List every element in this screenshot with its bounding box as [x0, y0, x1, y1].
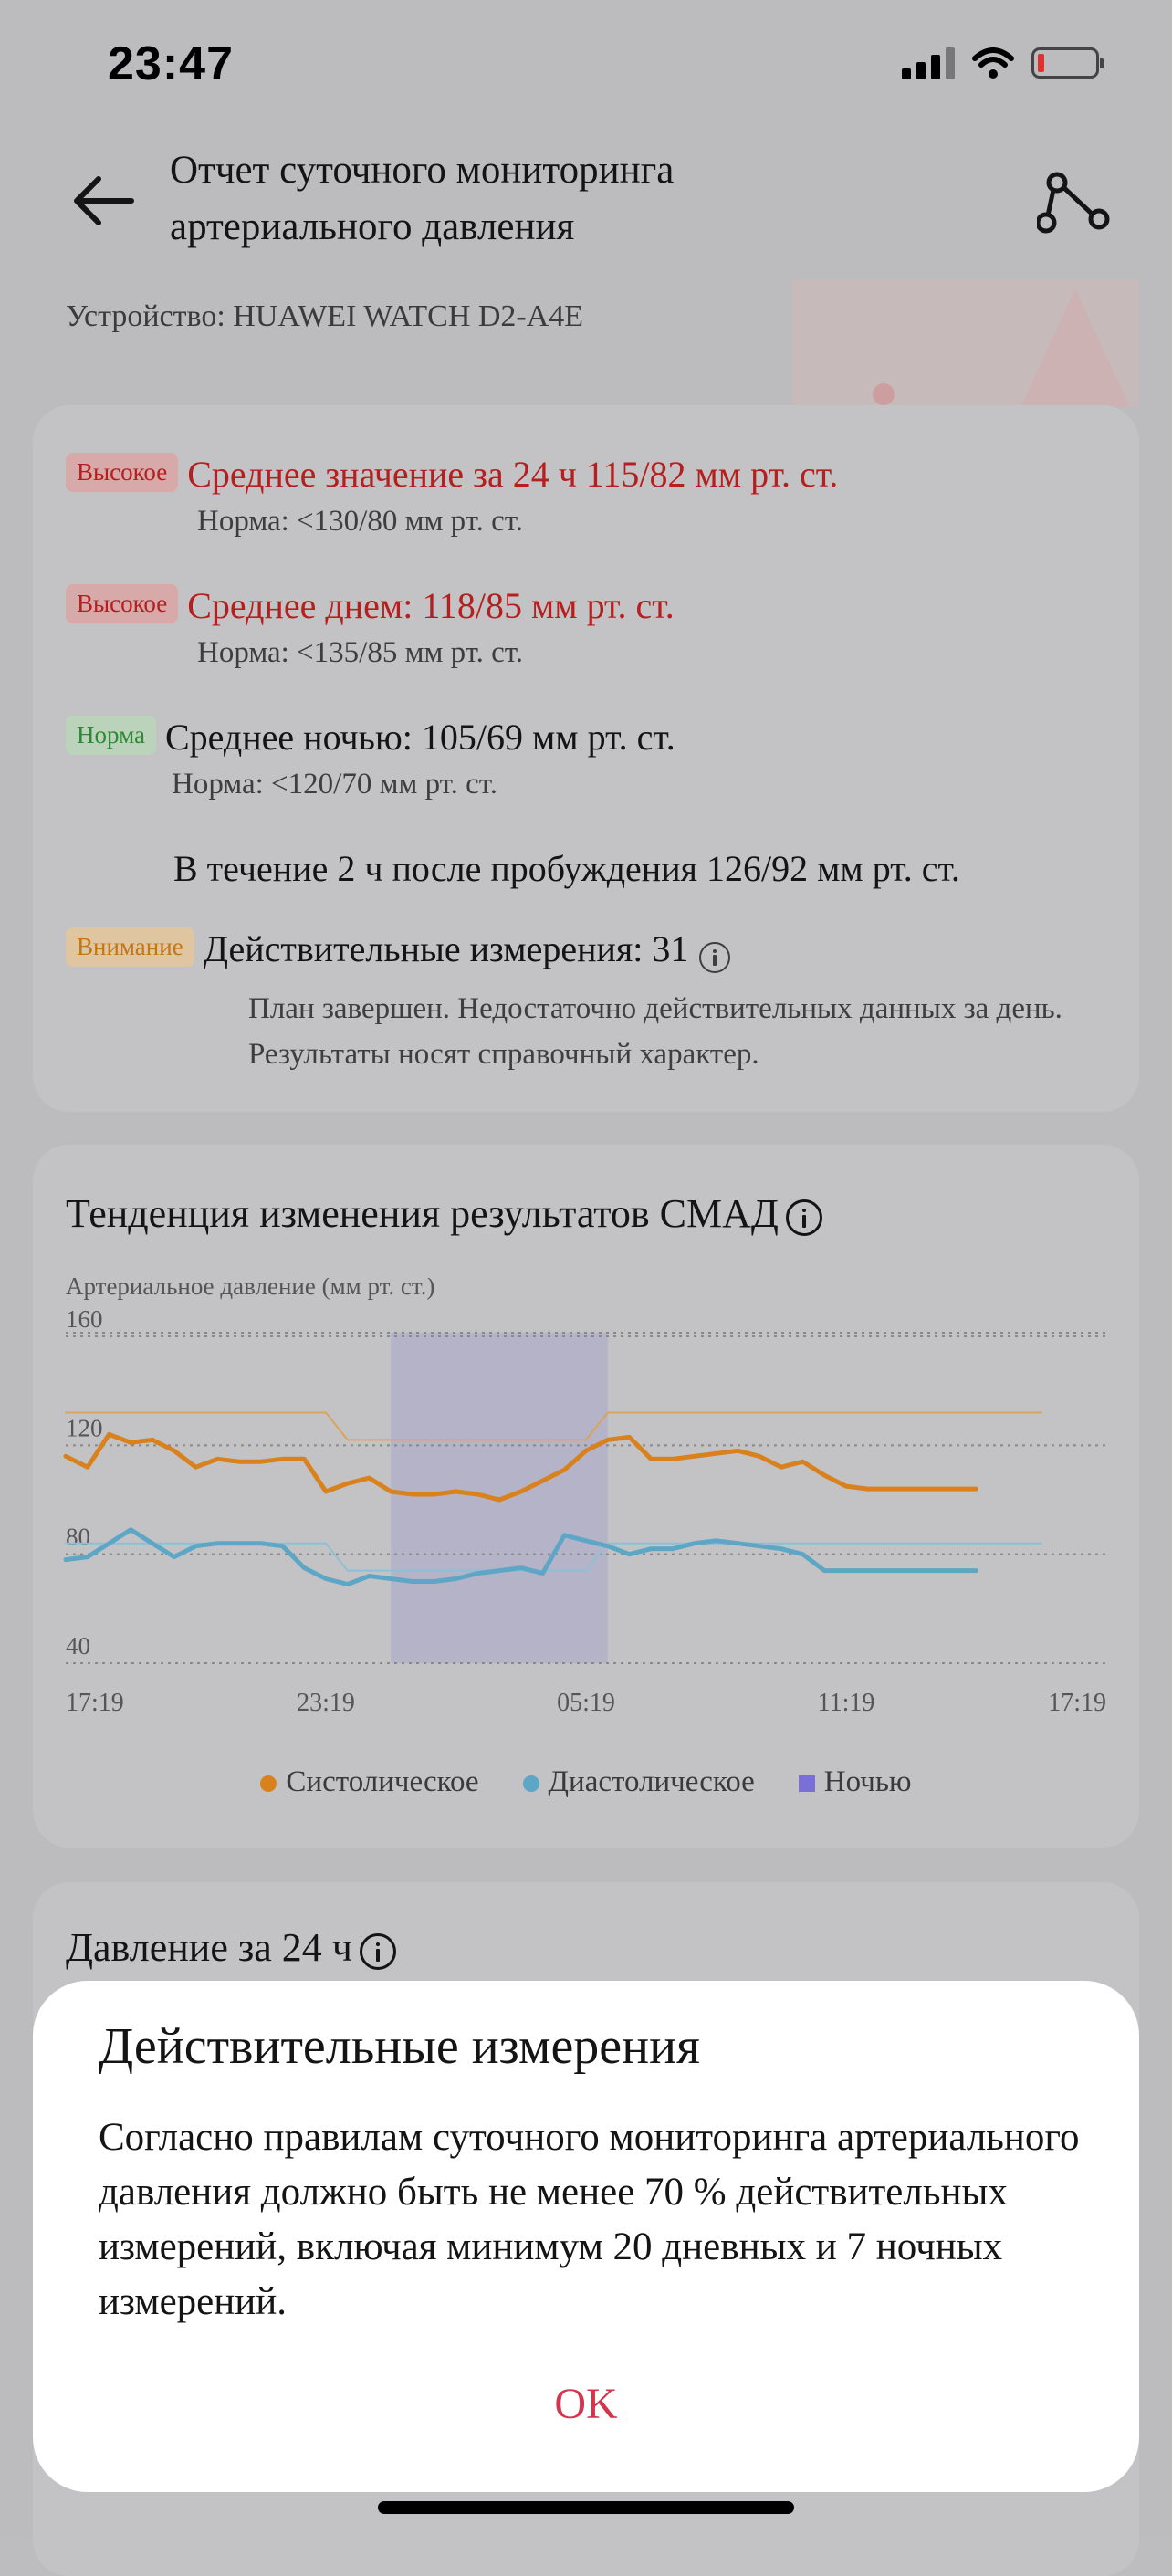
device-name: Устройство: HUAWEI WATCH D2-A4E	[66, 299, 584, 333]
avg-day-row: Высокое Среднее днем: 118/85 мм рт. ст. …	[66, 584, 1112, 670]
status-badge: Внимание	[66, 927, 194, 967]
avg-24h-norm: Норма: <130/80 мм рт. ст.	[197, 505, 523, 538]
x-tick-label: 11:19	[818, 1689, 875, 1717]
valid-note-line1: План завершен. Недостаточно действительн…	[248, 992, 1062, 1026]
back-arrow-icon[interactable]	[68, 164, 141, 237]
info-icon[interactable]	[785, 1199, 822, 1236]
status-icons	[902, 46, 1104, 80]
series-line-2	[65, 1411, 1042, 1441]
x-tick-label: 17:19	[1048, 1689, 1106, 1717]
status-badge: Высокое	[66, 453, 179, 492]
y-tick-label: 160	[66, 1305, 103, 1333]
valid-measurements-dialog: Действительные измерения Согласно правил…	[33, 1981, 1139, 2492]
y-tick-label: 80	[66, 1524, 90, 1551]
battery-icon	[1031, 47, 1104, 79]
y-tick-label: 40	[66, 1632, 90, 1660]
legend-night-square	[798, 1775, 815, 1793]
trend-card: Тенденция изменения результатов СМАД	[33, 1145, 1139, 1848]
avg-night-value: Среднее ночью: 105/69 мм рт. ст.	[164, 717, 675, 758]
page-title: Отчет суточного мониторинга артериальног…	[170, 149, 675, 248]
legend-diastolic: Диастолическое	[522, 1765, 755, 1799]
y-tick-label: 120	[66, 1414, 103, 1441]
share-icon[interactable]	[1037, 170, 1112, 234]
pressure-24h-title: Давление за 24 ч	[66, 1924, 396, 1971]
legend-diastolic-label: Диастолическое	[548, 1765, 755, 1798]
trend-title: Тенденция изменения результатов СМАД	[66, 1190, 822, 1237]
x-tick-label: 23:19	[297, 1689, 355, 1717]
y-axis-label: Артериальное давление (мм рт. ст.)	[66, 1278, 434, 1300]
avg-24h-row: Высокое Среднее значение за 24 ч 115/82 …	[66, 453, 1112, 539]
valid-note-line2: Результаты носят справочный характер.	[248, 1038, 759, 1072]
dialog-body: Согласно правилам суточного мониторинга …	[99, 2116, 1080, 2323]
series-line-0	[63, 1431, 978, 1503]
summary-card: Высокое Среднее значение за 24 ч 115/82 …	[33, 405, 1139, 1112]
status-badge: Норма	[66, 716, 156, 755]
ok-button[interactable]: OK	[554, 2380, 618, 2428]
background-illustration	[792, 279, 1139, 407]
avg-night-row: Норма Среднее ночью: 105/69 мм рт. ст. Н…	[66, 716, 1112, 801]
legend-night-label: Ночью	[823, 1765, 912, 1798]
status-time: 23:47	[108, 37, 234, 90]
chart-legend: Систолическое Диастолическое Ночью	[0, 1765, 1172, 1799]
pressure-24h-title-text: Давление за 24 ч	[66, 1925, 352, 1970]
avg-day-value: Среднее днем: 118/85 мм рт. ст.	[187, 585, 675, 626]
abpm-trend-chart: Артериальное давление (мм рт. ст.) 40 80 12…	[63, 1278, 1106, 1717]
status-badge: Высокое	[66, 584, 179, 623]
info-icon[interactable]	[359, 1932, 396, 1970]
legend-systolic-dot	[260, 1775, 277, 1793]
dialog-title: Действительные измерения	[99, 2018, 700, 2075]
valid-measurements-row: Внимание Действительные измерения: 31 Пл…	[66, 927, 1112, 1077]
avg-night-norm: Норма: <120/70 мм рт. ст.	[172, 768, 497, 801]
x-tick-label: 17:19	[66, 1689, 124, 1717]
valid-measurements-value: Действительные измерения: 31	[203, 928, 689, 969]
trend-title-text: Тенденция изменения результатов СМАД	[66, 1191, 779, 1236]
wifi-icon	[972, 47, 1014, 79]
cellular-signal-icon	[902, 47, 955, 79]
legend-night: Ночью	[798, 1765, 912, 1799]
legend-systolic-label: Систолическое	[286, 1765, 479, 1798]
x-tick-label: 05:19	[557, 1689, 615, 1717]
legend-diastolic-dot	[522, 1775, 539, 1793]
legend-systolic: Систолическое	[260, 1765, 479, 1799]
avg-day-norm: Норма: <135/85 мм рт. ст.	[197, 636, 523, 669]
info-icon[interactable]	[699, 942, 731, 974]
wake-value: В течение 2 ч после пробуждения 126/92 м…	[173, 848, 960, 889]
avg-24h-value: Среднее значение за 24 ч 115/82 мм рт. с…	[187, 454, 839, 495]
valid-measurements-note: План завершен. Недостаточно действительн…	[248, 986, 1112, 1077]
home-indicator[interactable]	[378, 2501, 794, 2514]
series-line-1	[63, 1527, 978, 1586]
